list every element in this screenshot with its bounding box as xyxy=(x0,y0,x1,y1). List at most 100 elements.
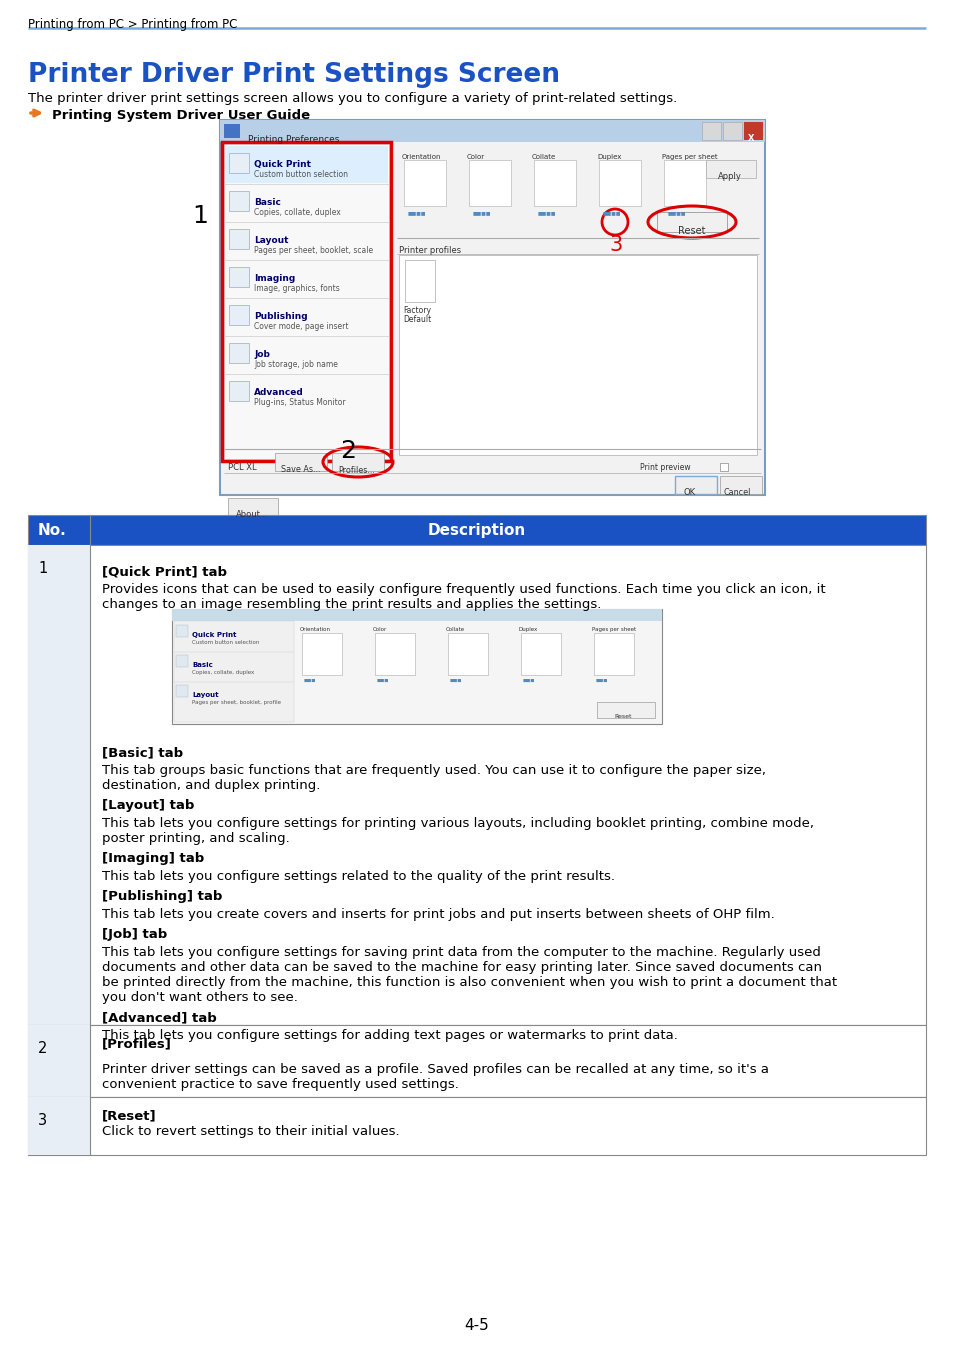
Text: Copies, collate, duplex: Copies, collate, duplex xyxy=(192,670,254,675)
Bar xyxy=(28,545,925,1025)
Bar xyxy=(28,1098,90,1156)
Text: Collate: Collate xyxy=(532,154,556,161)
Text: Publishing: Publishing xyxy=(253,312,307,321)
Bar xyxy=(448,633,488,675)
Bar xyxy=(28,545,90,1025)
Text: Printing System Driver User Guide: Printing System Driver User Guide xyxy=(52,109,310,122)
Text: Save As...: Save As... xyxy=(281,464,320,474)
Bar xyxy=(229,153,249,173)
Bar xyxy=(375,633,415,675)
Bar xyxy=(175,625,188,637)
Text: Reset: Reset xyxy=(614,714,631,720)
Bar xyxy=(172,609,661,724)
Text: destination, and duplex printing.: destination, and duplex printing. xyxy=(102,779,320,792)
Bar xyxy=(172,609,661,621)
Bar xyxy=(469,161,511,207)
Text: Printing Preferences: Printing Preferences xyxy=(248,135,339,144)
Bar xyxy=(597,702,655,718)
Text: Printer Driver Print Settings Screen: Printer Driver Print Settings Screen xyxy=(28,62,559,88)
Bar xyxy=(175,684,188,697)
Bar xyxy=(657,212,726,232)
Text: Duplex: Duplex xyxy=(518,626,537,632)
Text: Pages per sheet, booklet, profile: Pages per sheet, booklet, profile xyxy=(192,701,281,705)
Text: you don't want others to see.: you don't want others to see. xyxy=(102,991,297,1004)
Text: 4-5: 4-5 xyxy=(464,1318,489,1332)
Bar xyxy=(220,120,764,495)
Text: The printer driver print settings screen allows you to configure a variety of pr: The printer driver print settings screen… xyxy=(28,92,677,105)
Bar xyxy=(705,161,755,178)
Text: Pages per sheet: Pages per sheet xyxy=(661,154,717,161)
Text: About...: About... xyxy=(235,510,269,518)
Text: ■■■: ■■■ xyxy=(304,679,316,683)
Text: [Publishing] tab: [Publishing] tab xyxy=(102,890,222,903)
Bar xyxy=(224,124,240,138)
Bar xyxy=(598,161,640,207)
Text: ■■■■: ■■■■ xyxy=(667,211,686,215)
Text: Job storage, job name: Job storage, job name xyxy=(253,360,337,369)
Text: Quick Print: Quick Print xyxy=(253,161,311,169)
Text: Custom button selection: Custom button selection xyxy=(192,640,259,645)
Bar xyxy=(743,122,762,140)
Bar xyxy=(225,146,388,184)
Text: ■■■: ■■■ xyxy=(522,679,535,683)
Text: Click to revert settings to their initial values.: Click to revert settings to their initia… xyxy=(102,1125,399,1138)
Bar xyxy=(332,454,384,471)
Text: This tab lets you create covers and inserts for print jobs and put inserts betwe: This tab lets you create covers and inse… xyxy=(102,909,774,921)
Text: PCL XL: PCL XL xyxy=(228,463,256,472)
Bar xyxy=(222,142,391,460)
Text: documents and other data can be saved to the machine for easy printing later. Si: documents and other data can be saved to… xyxy=(102,961,821,973)
Text: Color: Color xyxy=(373,626,387,632)
Bar xyxy=(398,255,757,455)
Bar xyxy=(229,190,249,211)
Text: Imaging: Imaging xyxy=(253,274,294,284)
Text: ■■■■: ■■■■ xyxy=(537,211,556,215)
Text: 1: 1 xyxy=(192,204,208,228)
Text: ■■■: ■■■ xyxy=(596,679,608,683)
Bar xyxy=(534,161,576,207)
Bar xyxy=(28,1025,90,1098)
Bar xyxy=(229,381,249,401)
Text: be printed directly from the machine, this function is also convenient when you : be printed directly from the machine, th… xyxy=(102,976,836,990)
Text: Apply: Apply xyxy=(718,171,741,181)
Text: Printing from PC > Printing from PC: Printing from PC > Printing from PC xyxy=(28,18,237,31)
Text: This tab lets you configure settings for adding text pages or watermarks to prin: This tab lets you configure settings for… xyxy=(102,1029,678,1042)
Text: Profiles...: Profiles... xyxy=(337,466,375,475)
Text: No.: No. xyxy=(38,522,67,539)
Text: OK: OK xyxy=(683,487,696,497)
Bar xyxy=(220,120,764,142)
Text: Advanced: Advanced xyxy=(253,387,303,397)
Text: 2: 2 xyxy=(339,439,355,463)
Bar xyxy=(224,144,389,459)
Text: Cover mode, page insert: Cover mode, page insert xyxy=(253,323,348,331)
Text: 2: 2 xyxy=(38,1041,48,1056)
Bar xyxy=(520,633,560,675)
Bar xyxy=(720,477,761,494)
Text: Reset: Reset xyxy=(678,225,705,236)
Text: Duplex: Duplex xyxy=(597,154,620,161)
Text: [Profiles]: [Profiles] xyxy=(102,1037,172,1050)
Text: Basic: Basic xyxy=(253,198,280,207)
Bar xyxy=(274,454,327,471)
Bar xyxy=(229,343,249,363)
Text: Basic: Basic xyxy=(192,662,213,668)
Text: ■■■: ■■■ xyxy=(376,679,389,683)
Text: Layout: Layout xyxy=(192,693,218,698)
Text: [Advanced] tab: [Advanced] tab xyxy=(102,1011,216,1025)
Text: 1: 1 xyxy=(38,562,48,576)
Text: Pages per sheet: Pages per sheet xyxy=(592,626,636,632)
Text: Printer profiles: Printer profiles xyxy=(398,246,460,255)
Text: Job: Job xyxy=(253,350,270,359)
Text: 3: 3 xyxy=(38,1112,47,1129)
Text: This tab lets you configure settings for saving print data from the computer to : This tab lets you configure settings for… xyxy=(102,946,820,958)
Text: Factory: Factory xyxy=(402,306,431,315)
Text: Pages per sheet, booklet, scale: Pages per sheet, booklet, scale xyxy=(253,246,373,255)
Text: Layout: Layout xyxy=(253,236,288,244)
Bar xyxy=(403,161,446,207)
Bar xyxy=(229,230,249,248)
Text: ■■■■: ■■■■ xyxy=(408,211,426,215)
Bar xyxy=(663,161,705,207)
Bar xyxy=(302,633,341,675)
Text: [Layout] tab: [Layout] tab xyxy=(102,799,194,811)
Text: Default: Default xyxy=(402,315,431,324)
Text: Print preview: Print preview xyxy=(639,463,690,472)
